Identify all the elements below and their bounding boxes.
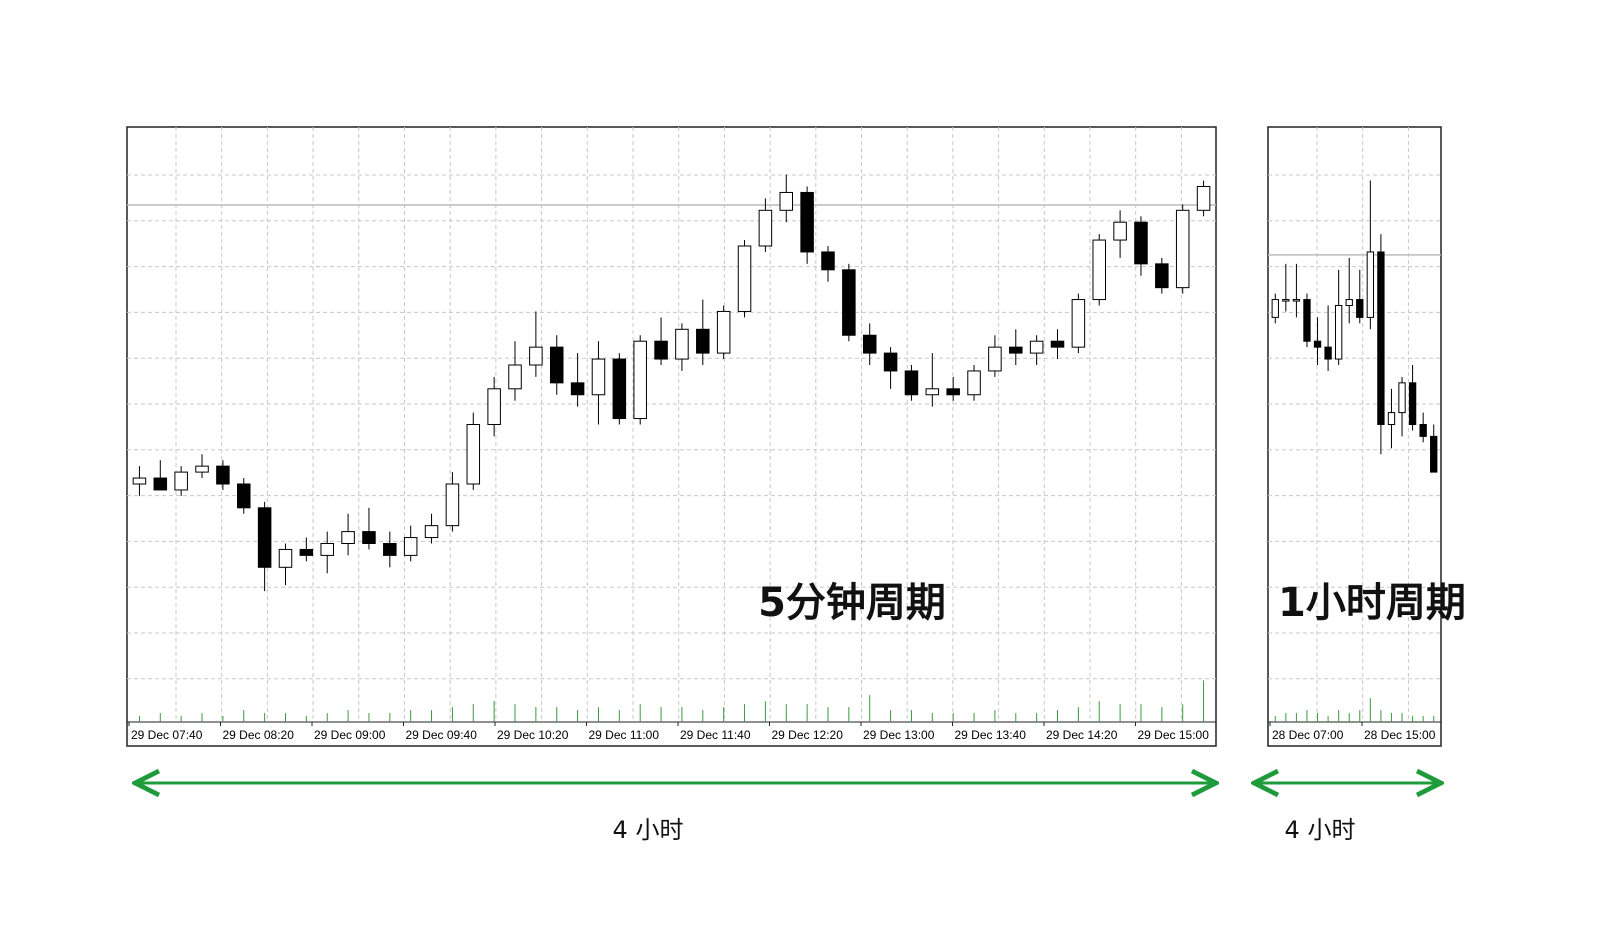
candle-body bbox=[1398, 382, 1406, 414]
x-tick-label: 29 Dec 09:40 bbox=[406, 728, 478, 742]
x-tick-label: 29 Dec 13:00 bbox=[863, 728, 935, 742]
candle-body bbox=[654, 340, 668, 360]
x-tick-label: 29 Dec 13:40 bbox=[955, 728, 1027, 742]
candle-body bbox=[153, 477, 168, 491]
candle-body bbox=[779, 191, 794, 211]
candle-body bbox=[216, 465, 230, 485]
candle-body bbox=[508, 364, 522, 390]
candle-body bbox=[1356, 299, 1364, 318]
candle-body bbox=[1092, 239, 1106, 301]
candle-body bbox=[445, 483, 460, 527]
x-tick-label: 28 Dec 07:00 bbox=[1272, 728, 1344, 742]
candle-body bbox=[257, 507, 272, 568]
candle-body bbox=[1196, 186, 1211, 211]
span-label: 4 小时 bbox=[1285, 816, 1356, 844]
candle-body bbox=[1282, 299, 1290, 302]
candle-body bbox=[737, 245, 752, 312]
candle-body bbox=[174, 471, 188, 491]
x-tick-label: 29 Dec 12:20 bbox=[772, 728, 844, 742]
candle-body bbox=[132, 477, 147, 485]
candle-body bbox=[591, 358, 606, 396]
x-tick-label: 29 Dec 07:40 bbox=[131, 728, 203, 742]
candle-body bbox=[904, 370, 919, 396]
candle-body bbox=[1303, 299, 1311, 342]
candle-body bbox=[842, 269, 856, 336]
candle-body bbox=[988, 346, 1002, 372]
candle-body bbox=[696, 328, 710, 354]
candle-body bbox=[1419, 424, 1427, 437]
candle-body bbox=[1175, 209, 1190, 289]
candle-body bbox=[1155, 263, 1169, 289]
candle-body bbox=[946, 388, 960, 396]
candle-body bbox=[1334, 305, 1343, 360]
candle-body bbox=[278, 548, 293, 568]
candle-body bbox=[1408, 382, 1417, 426]
candle-body bbox=[1134, 221, 1148, 265]
x-tick-label: 29 Dec 11:00 bbox=[589, 728, 660, 742]
candle-body bbox=[237, 483, 251, 509]
x-tick-label: 28 Dec 15:00 bbox=[1364, 728, 1436, 742]
candle-body bbox=[362, 531, 376, 544]
candle-body bbox=[883, 352, 898, 372]
candle-body bbox=[549, 346, 564, 384]
chart-title: 1小时周期 bbox=[1278, 580, 1466, 626]
candle-body bbox=[1271, 299, 1279, 318]
candle-body bbox=[299, 548, 314, 556]
candle-body bbox=[1292, 299, 1301, 302]
candle-body bbox=[716, 310, 731, 354]
candle-body bbox=[612, 358, 627, 420]
candle-body bbox=[570, 382, 585, 396]
x-tick-label: 29 Dec 15:00 bbox=[1138, 728, 1210, 742]
candle-body bbox=[1009, 346, 1023, 354]
candle-body bbox=[1430, 435, 1438, 473]
x-tick-label: 29 Dec 08:20 bbox=[223, 728, 295, 742]
candle-body bbox=[341, 531, 355, 544]
candle-body bbox=[466, 424, 481, 485]
span-label: 4 小时 bbox=[613, 816, 684, 844]
candle-body bbox=[529, 346, 543, 366]
x-tick-label: 29 Dec 10:20 bbox=[497, 728, 569, 742]
candle-body bbox=[862, 334, 877, 354]
candle-body bbox=[1029, 340, 1044, 354]
candle-body bbox=[633, 340, 647, 420]
plot-frame bbox=[126, 126, 1217, 747]
candle-body bbox=[1050, 340, 1065, 348]
candle-body bbox=[424, 525, 439, 539]
candle-body bbox=[800, 191, 814, 253]
candle-body bbox=[967, 370, 981, 396]
candle-body bbox=[821, 251, 835, 271]
candle-body bbox=[487, 388, 501, 425]
candle-body bbox=[675, 328, 689, 360]
candle-body bbox=[1387, 412, 1396, 426]
candle-body bbox=[320, 543, 334, 556]
x-tick-label: 29 Dec 11:40 bbox=[680, 728, 751, 742]
candle-body bbox=[195, 465, 209, 473]
candle-body bbox=[1071, 299, 1086, 348]
candle-body bbox=[383, 543, 397, 556]
x-tick-label: 29 Dec 09:00 bbox=[314, 728, 386, 742]
candle-body bbox=[1366, 251, 1375, 318]
candle-body bbox=[925, 388, 940, 396]
chart-title: 5分钟周期 bbox=[758, 580, 946, 626]
candle-body bbox=[1324, 346, 1332, 360]
plot-frame bbox=[1267, 126, 1442, 747]
candle-body bbox=[1313, 340, 1322, 348]
candle-body bbox=[1113, 221, 1127, 241]
candle-body bbox=[1345, 299, 1353, 306]
candle-body bbox=[1377, 251, 1385, 425]
x-tick-label: 29 Dec 14:20 bbox=[1046, 728, 1118, 742]
candle-body bbox=[758, 209, 773, 247]
candle-body bbox=[403, 537, 418, 556]
